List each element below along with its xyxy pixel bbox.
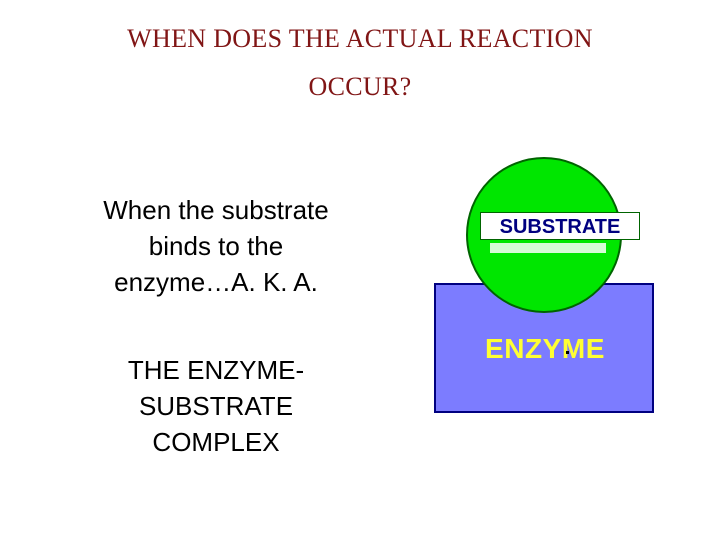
slide-stage: WHEN DOES THE ACTUAL REACTION OCCUR? Whe… bbox=[0, 0, 720, 540]
body-text-block-1: When the substrate binds to the enzyme…A… bbox=[56, 192, 376, 300]
body-text-2-line-1: THE ENZYME- bbox=[56, 352, 376, 388]
enzyme-substrate-diagram: SUBSTRATE ENZYME bbox=[420, 165, 670, 420]
body-text-1-line-1: When the substrate bbox=[56, 192, 376, 228]
body-text-2-line-2: SUBSTRATE bbox=[56, 388, 376, 424]
title-line-1: WHEN DOES THE ACTUAL REACTION bbox=[0, 24, 720, 54]
title-line-2: OCCUR? bbox=[0, 72, 720, 102]
body-text-2-line-3: COMPLEX bbox=[56, 424, 376, 460]
substrate-label-box: SUBSTRATE bbox=[480, 212, 640, 240]
cursor-dot-icon bbox=[566, 351, 569, 354]
substrate-label-text: SUBSTRATE bbox=[500, 216, 621, 238]
body-text-block-2: THE ENZYME- SUBSTRATE COMPLEX bbox=[56, 352, 376, 460]
enzyme-label: ENZYME bbox=[452, 333, 638, 365]
substrate-inner-bar bbox=[490, 243, 606, 253]
body-text-1-line-3: enzyme…A. K. A. bbox=[56, 264, 376, 300]
slide-title: WHEN DOES THE ACTUAL REACTION OCCUR? bbox=[0, 24, 720, 102]
body-text-1-line-2: binds to the bbox=[56, 228, 376, 264]
